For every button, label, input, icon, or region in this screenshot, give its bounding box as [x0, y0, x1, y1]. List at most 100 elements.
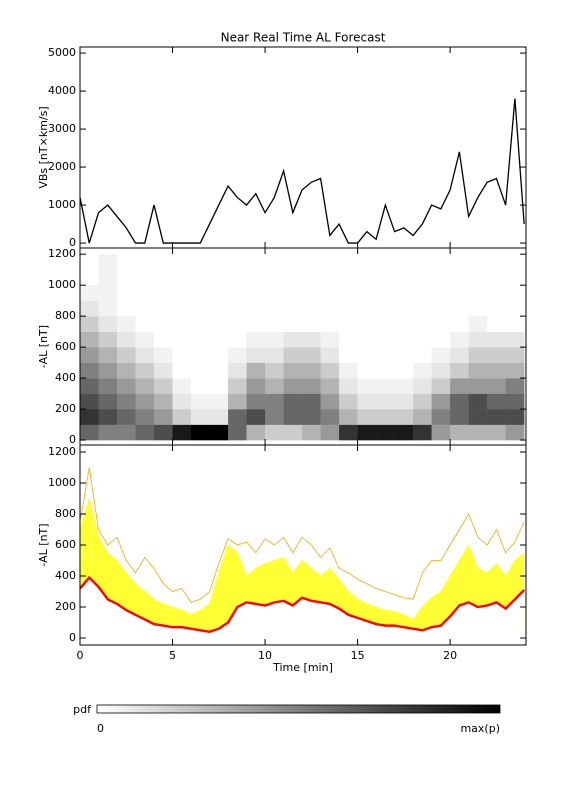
heat-cell: [80, 269, 99, 286]
y-axis-label: -AL [nT]: [37, 523, 50, 566]
heat-cell: [450, 316, 469, 332]
heat-cell: [283, 316, 303, 332]
heat-cell: [505, 362, 525, 379]
heat-cell: [450, 300, 469, 317]
y-tick-label: 0: [69, 236, 76, 249]
colorbar-tick-label: 0: [97, 722, 104, 735]
y-axis-label: -AL [nT]: [37, 325, 50, 368]
heat-cell: [80, 424, 99, 441]
heat-cell: [98, 254, 118, 270]
heat-cell: [135, 254, 155, 270]
heat-cell: [117, 409, 136, 425]
heat-cell: [228, 316, 247, 332]
heat-cell: [246, 316, 266, 332]
heat-cell: [339, 424, 358, 441]
heat-cell: [468, 378, 488, 394]
heat-cell: [283, 393, 303, 410]
heat-cell: [394, 300, 414, 317]
heat-cell: [431, 362, 451, 379]
heat-cell: [265, 316, 284, 332]
heat-cell: [172, 331, 192, 348]
heat-cell: [209, 424, 229, 441]
data-line: [79, 467, 525, 603]
y-tick-label: 800: [55, 309, 76, 322]
heat-cell: [320, 347, 340, 363]
heat-cell: [431, 269, 451, 286]
heat-cell: [209, 300, 229, 317]
heat-cell: [302, 316, 321, 332]
data-line: [79, 496, 525, 620]
heat-cell: [431, 300, 451, 317]
heat-cell: [172, 424, 192, 441]
heat-cell: [265, 393, 284, 410]
heat-cell: [394, 409, 414, 425]
heat-cell: [450, 331, 469, 348]
heat-cell: [117, 331, 136, 348]
heat-cell: [302, 269, 321, 286]
heat-cell: [357, 409, 377, 425]
heat-cell: [191, 269, 210, 286]
heat-cell: [357, 316, 377, 332]
heat-cell: [431, 393, 451, 410]
heat-cell: [357, 285, 377, 301]
heat-cell: [209, 409, 229, 425]
heat-cell: [394, 362, 414, 379]
heat-cell: [80, 254, 99, 270]
heat-cell: [376, 316, 395, 332]
heat-cell: [339, 285, 358, 301]
heat-cell: [246, 393, 266, 410]
heat-cell: [413, 316, 432, 332]
heat-cell: [320, 409, 340, 425]
heat-cell: [505, 378, 525, 394]
heat-cell: [357, 269, 377, 286]
heat-cell: [135, 409, 155, 425]
heat-cell: [450, 393, 469, 410]
x-axis-label: Time [min]: [272, 661, 333, 674]
heat-cell: [246, 424, 266, 441]
heat-cell: [117, 285, 136, 301]
heat-cell: [431, 378, 451, 394]
y-tick-label: 200: [55, 600, 76, 613]
heat-cell: [80, 285, 99, 301]
colorbar-label: pdf: [73, 703, 92, 716]
colorbar: [96, 704, 501, 714]
heat-cell: [98, 393, 118, 410]
heat-cell: [339, 409, 358, 425]
heat-cell: [191, 393, 210, 410]
heat-cell: [228, 362, 247, 379]
data-line: [79, 98, 525, 244]
heat-cell: [357, 347, 377, 363]
heat-cell: [98, 285, 118, 301]
heat-cell: [209, 347, 229, 363]
x-tick-label: 15: [351, 649, 365, 662]
heat-cell: [339, 300, 358, 317]
heat-cell: [228, 347, 247, 363]
heat-cell: [117, 393, 136, 410]
heat-cell: [80, 409, 99, 425]
heat-cell: [135, 347, 155, 363]
heat-cell: [154, 409, 173, 425]
heat-cell: [80, 362, 99, 379]
heat-cell: [394, 285, 414, 301]
heat-cell: [265, 362, 284, 379]
y-tick-label: 1200: [48, 247, 76, 260]
heat-cell: [302, 424, 321, 441]
heat-cell: [413, 393, 432, 410]
heat-cell: [283, 424, 303, 441]
heat-cell: [376, 409, 395, 425]
heat-cell: [413, 378, 432, 394]
heat-cell: [80, 378, 99, 394]
heat-cell: [154, 347, 173, 363]
y-tick-label: 600: [55, 538, 76, 551]
heat-cell: [209, 331, 229, 348]
heat-cell: [302, 393, 321, 410]
heat-cell: [246, 269, 266, 286]
y-tick-label: 200: [55, 402, 76, 415]
heat-cell: [376, 347, 395, 363]
heat-cell: [117, 254, 136, 270]
heat-cell: [431, 347, 451, 363]
heat-cell: [191, 409, 210, 425]
heat-cell: [117, 424, 136, 441]
heat-cell: [468, 362, 488, 379]
heat-cell: [265, 254, 284, 270]
